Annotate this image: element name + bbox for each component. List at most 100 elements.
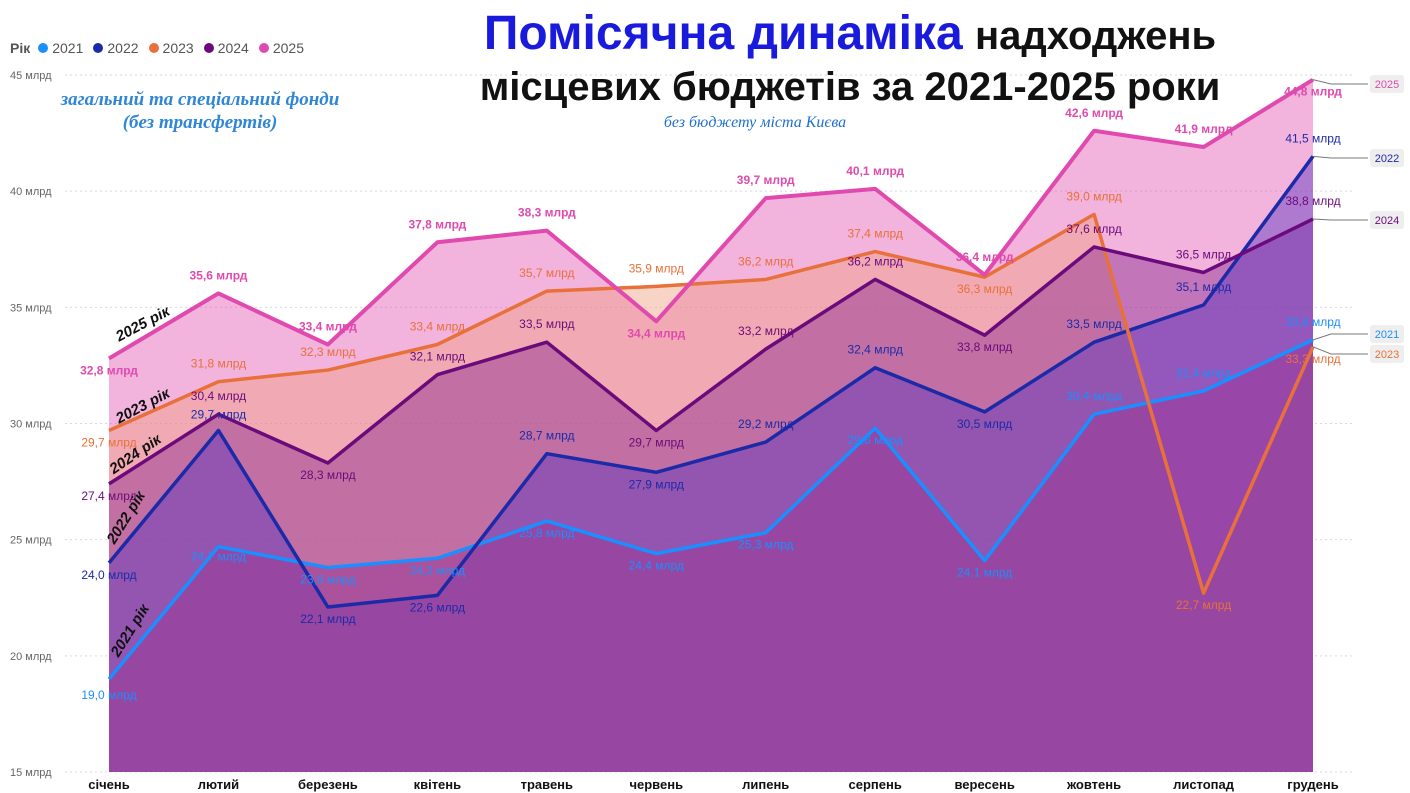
legend-dot-icon	[203, 43, 214, 53]
data-label: 35,1 млрд	[1176, 280, 1231, 294]
data-label: 36,2 млрд	[848, 254, 903, 268]
line-2022	[107, 155, 1315, 609]
x-tick-label: березень	[298, 777, 358, 792]
data-label: 33,4 млрд	[299, 320, 357, 334]
y-tick-label: 25 млрд	[10, 535, 52, 547]
x-tick-label: червень	[629, 777, 683, 792]
x-tick-label: вересень	[954, 777, 1014, 792]
funds-note-line-2: (без трансфертів)	[122, 112, 278, 133]
series-tag: 2023	[1375, 349, 1399, 361]
y-tick-label: 45 млрд	[10, 70, 52, 82]
x-tick-label: жовтень	[1066, 777, 1121, 792]
data-label: 31,8 млрд	[191, 357, 246, 371]
x-tick-label: грудень	[1287, 777, 1338, 792]
data-label: 24,0 млрд	[81, 568, 136, 582]
data-label: 33,4 млрд	[410, 320, 465, 334]
tag-leader	[1312, 346, 1368, 355]
data-label: 35,6 млрд	[190, 268, 248, 282]
data-label: 36,3 млрд	[957, 282, 1012, 296]
title-highlight: Помісячна динаміка	[483, 7, 963, 60]
data-label: 22,7 млрд	[1176, 598, 1231, 612]
legend-item-2022[interactable]: 2022	[93, 40, 139, 56]
data-label: 25,8 млрд	[519, 526, 574, 540]
series-tag: 2024	[1375, 215, 1399, 227]
legend-dot-icon	[258, 43, 269, 53]
x-tick-label: лютий	[198, 777, 239, 792]
data-label: 36,5 млрд	[1176, 247, 1231, 261]
series-tag-bg	[1370, 345, 1404, 363]
data-label: 35,9 млрд	[629, 261, 684, 275]
data-label: 36,4 млрд	[956, 250, 1014, 264]
legend-item-2021[interactable]: 2021	[38, 40, 83, 56]
chart-title: Помісячна динаміка надходжень місцевих б…	[430, 8, 1270, 112]
chart-subtitle: без бюджету міста Києва	[663, 114, 847, 131]
data-label: 37,6 млрд	[1066, 222, 1121, 236]
x-tick-label: травень	[521, 777, 573, 792]
data-label: 24,7 млрд	[191, 550, 246, 564]
data-label: 44,8 млрд	[1284, 85, 1342, 99]
data-label: 35,7 млрд	[519, 266, 574, 280]
series-tag-bg	[1370, 325, 1404, 343]
data-label: 31,4 млрд	[1176, 366, 1231, 380]
data-label: 40,1 млрд	[846, 164, 904, 178]
legend-dot-icon	[38, 43, 49, 53]
data-label: 38,8 млрд	[1285, 194, 1340, 208]
legend-dot-icon	[148, 43, 159, 53]
funds-note: загальний та спеціальний фонди (без тран…	[40, 88, 360, 134]
data-label: 27,4 млрд	[81, 489, 136, 503]
series-tag: 2022	[1375, 153, 1399, 165]
data-label: 33,5 млрд	[1066, 317, 1121, 331]
data-label: 30,5 млрд	[957, 417, 1012, 431]
data-label: 33,2 млрд	[738, 324, 793, 338]
x-tick-label: квітень	[414, 777, 462, 792]
legend-item-2023[interactable]: 2023	[148, 40, 194, 56]
data-label: 25,3 млрд	[738, 538, 793, 552]
data-label: 32,4 млрд	[848, 343, 903, 357]
x-tick-label: липень	[742, 777, 789, 792]
data-label: 32,3 млрд	[300, 345, 355, 359]
data-label: 24,4 млрд	[629, 559, 684, 573]
title-rest: надходжень	[974, 14, 1217, 58]
data-label: 41,5 млрд	[1285, 131, 1340, 145]
chart-legend: Рік 2021 2022 2023 2024 2025	[10, 40, 314, 56]
data-label: 19,0 млрд	[81, 688, 136, 702]
line-2023	[108, 212, 1315, 595]
data-label: 37,8 млрд	[408, 217, 466, 231]
area-2021	[109, 339, 1313, 772]
data-label: 29,7 млрд	[629, 435, 684, 449]
data-label: 29,8 млрд	[848, 433, 903, 447]
legend-title: Рік	[10, 40, 31, 56]
series-tag-bg	[1370, 211, 1404, 229]
legend-item-2025[interactable]: 2025	[258, 40, 304, 56]
data-label: 27,9 млрд	[629, 477, 684, 491]
data-label: 37,4 млрд	[848, 227, 903, 241]
data-label: 30,4 млрд	[1066, 389, 1121, 403]
x-tick-label: листопад	[1173, 777, 1235, 792]
y-tick-label: 35 млрд	[10, 302, 52, 314]
data-label: 41,9 млрд	[1175, 122, 1233, 136]
tag-leader	[1312, 79, 1368, 85]
data-label: 38,3 млрд	[518, 206, 576, 220]
data-label: 33,8 млрд	[957, 340, 1012, 354]
data-label: 22,1 млрд	[300, 612, 355, 626]
legend-dot-icon	[93, 43, 104, 53]
data-label: 34,4 млрд	[627, 326, 685, 340]
data-label: 29,2 млрд	[738, 417, 793, 431]
data-label: 39,7 млрд	[737, 173, 795, 187]
data-label: 39,0 млрд	[1066, 189, 1121, 203]
series-tag: 2025	[1375, 79, 1399, 91]
funds-note-line-1: загальний та спеціальний фонди	[60, 89, 340, 110]
data-label: 24,2 млрд	[410, 563, 465, 577]
data-label: 28,7 млрд	[519, 429, 574, 443]
data-label: 29,7 млрд	[81, 435, 136, 449]
data-label: 32,8 млрд	[80, 363, 138, 377]
legend-item-2024[interactable]: 2024	[203, 40, 249, 56]
line-2025	[107, 77, 1315, 361]
data-label: 22,6 млрд	[410, 600, 465, 614]
data-label: 33,3 млрд	[1285, 352, 1340, 366]
title-line-2: місцевих бюджетів за 2021-2025 роки	[479, 65, 1221, 109]
tag-leader	[1312, 155, 1368, 159]
data-label: 24,1 млрд	[957, 566, 1012, 580]
data-label: 42,6 млрд	[1065, 106, 1123, 120]
